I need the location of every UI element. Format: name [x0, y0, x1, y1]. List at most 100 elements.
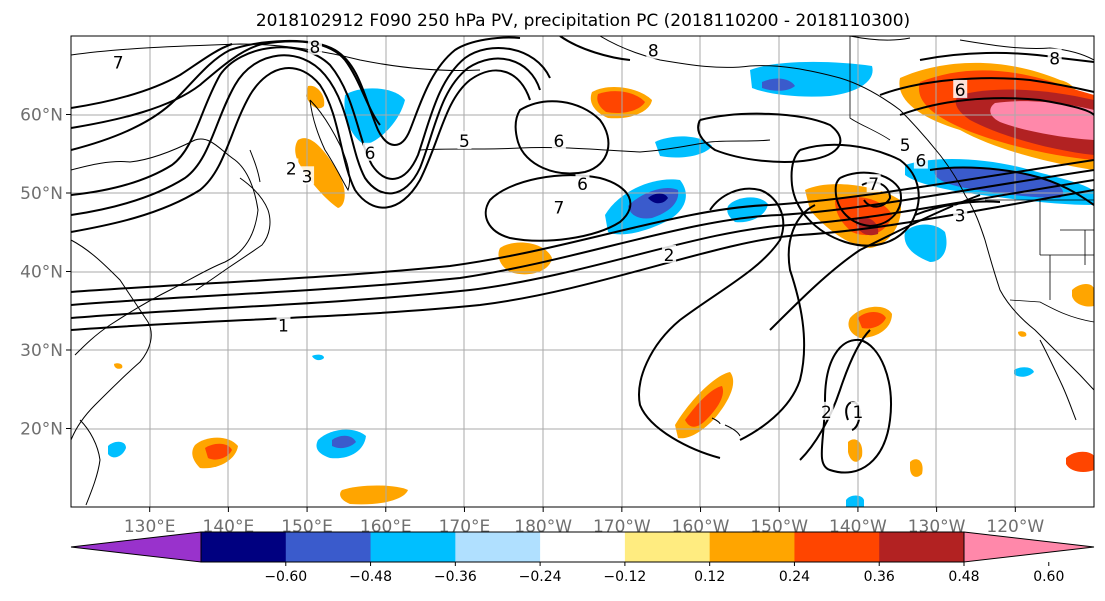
- colorbar-segment: [624, 532, 711, 562]
- contour-label-bg: [1047, 48, 1062, 67]
- lat-tick-label: 20°N: [20, 420, 63, 440]
- contour-labels: 7823656678215673862211: [111, 36, 1105, 423]
- map-gridlines: [71, 36, 1094, 507]
- lon-tick-label: 120°W: [986, 517, 1044, 537]
- contour-label-bg: [913, 150, 928, 169]
- colorbar: −0.60 −0.48 −0.36 −0.24 −0.12 0.12 0.24 0.36 0.4…: [70, 531, 1095, 585]
- pv-contour: [638, 187, 785, 459]
- precip-blob: [114, 363, 123, 369]
- coastline-kamchatka: [309, 99, 351, 192]
- coastline-philippines: [79, 419, 101, 506]
- map-title: 2018102912 F090 250 hPa PV, precipitatio…: [256, 11, 910, 31]
- contour-label: 7: [553, 199, 564, 219]
- colorbar-segment: [201, 532, 287, 562]
- colorbar-tick-label: −0.24: [519, 569, 562, 585]
- contour-label: 2: [286, 159, 297, 179]
- contour-label-bg: [551, 197, 566, 216]
- lat-tick-label: 30°N: [20, 341, 63, 361]
- coastline-alaska: [599, 36, 966, 196]
- colorbar-tick-label: −0.48: [349, 569, 392, 585]
- contour-label: 8: [648, 42, 659, 62]
- pv-contour: [71, 169, 1094, 306]
- colorbar-tick-label: −0.12: [603, 569, 646, 585]
- coastlines: [71, 36, 1094, 506]
- precip-blob: [205, 443, 232, 460]
- pv-contour: [514, 100, 610, 175]
- contour-label: 6: [553, 132, 564, 152]
- colorbar-tick-label: −0.36: [434, 569, 477, 585]
- precip-blob: [108, 441, 126, 458]
- precip-blob: [846, 495, 864, 507]
- colorbar-segment: [285, 532, 372, 562]
- pv-contour: [71, 179, 1094, 319]
- precip-blob: [597, 91, 645, 113]
- pv-contours: [71, 36, 1094, 474]
- pv-contour: [790, 143, 920, 247]
- contour-label-bg: [953, 79, 968, 98]
- contour-label-bg: [457, 130, 472, 149]
- contour-label: 6: [365, 144, 376, 164]
- border-states: [1039, 200, 1094, 300]
- pv-contour: [71, 46, 551, 196]
- precip-blob: [648, 193, 668, 204]
- contour-label-bg: [662, 244, 677, 263]
- precip-blob: [848, 439, 863, 462]
- colorbar-tick-label: 0.48: [948, 569, 979, 585]
- lat-tick-label: 40°N: [20, 263, 63, 283]
- colorbar-tick-label: 0.60: [1033, 569, 1064, 585]
- precip-blob: [990, 101, 1094, 140]
- contour-label: 7: [868, 175, 879, 195]
- borders: [849, 36, 1094, 323]
- lat-tick-label: 60°N: [20, 106, 63, 126]
- colorbar-segment: [709, 532, 795, 562]
- contour-label-bg: [850, 401, 865, 420]
- contour-label: 7: [113, 53, 124, 73]
- contour-label: 6: [955, 81, 966, 101]
- contour-label: 2: [664, 246, 675, 266]
- precip-blob: [685, 386, 724, 427]
- contour-label-bg: [898, 134, 913, 153]
- pv-contour: [834, 171, 902, 228]
- contour-label-bg: [1095, 398, 1105, 416]
- precip-blob: [858, 312, 886, 329]
- pv-contour: [799, 329, 871, 461]
- precip-blob: [910, 459, 923, 477]
- contour-label-bg: [646, 40, 661, 59]
- border-alaska-canada: [849, 36, 891, 141]
- colorbar-tick-label: 0.12: [694, 569, 725, 585]
- coastline-aleutians: [419, 139, 771, 153]
- pv-contour: [71, 43, 233, 109]
- colorbar-segment: [540, 532, 626, 562]
- coastline-na-west: [964, 194, 1094, 391]
- contour-label-bg: [575, 174, 590, 193]
- lat-tick-labels: 20°N 30°N 40°N 50°N 60°N: [20, 106, 71, 440]
- contour-label: 1: [278, 316, 289, 336]
- contour-label-bg: [363, 142, 378, 161]
- precip-blob: [1014, 367, 1034, 377]
- precip-blob: [295, 138, 345, 208]
- coastline-hawaii: [711, 417, 741, 437]
- pv-contour: [71, 159, 1094, 293]
- contour-label: 5: [459, 132, 470, 152]
- contour-label-bg: [300, 166, 315, 185]
- contour-label-bg: [276, 315, 291, 334]
- colorbar-segment: [794, 532, 880, 562]
- coastline-na-north: [849, 36, 1094, 61]
- contour-label: 2: [821, 403, 832, 423]
- coastline-baja: [1039, 339, 1077, 421]
- colorbar-segment: [879, 532, 965, 562]
- contour-label-bg: [953, 205, 968, 224]
- precip-blob: [1066, 451, 1094, 472]
- coastline-china: [71, 239, 152, 441]
- contour-label-bg: [819, 401, 834, 420]
- pv-contour: [914, 200, 1001, 216]
- precip-blob: [312, 354, 324, 361]
- contour-label-bg: [551, 130, 566, 149]
- contour-label: 6: [915, 152, 926, 172]
- contour-label: 6: [577, 175, 588, 195]
- colorbar-tick-label: −0.60: [264, 569, 307, 585]
- pv-contour: [820, 338, 892, 474]
- contour-label: 5: [900, 136, 911, 156]
- map-panel: 7823656678215673862211: [70, 35, 1105, 508]
